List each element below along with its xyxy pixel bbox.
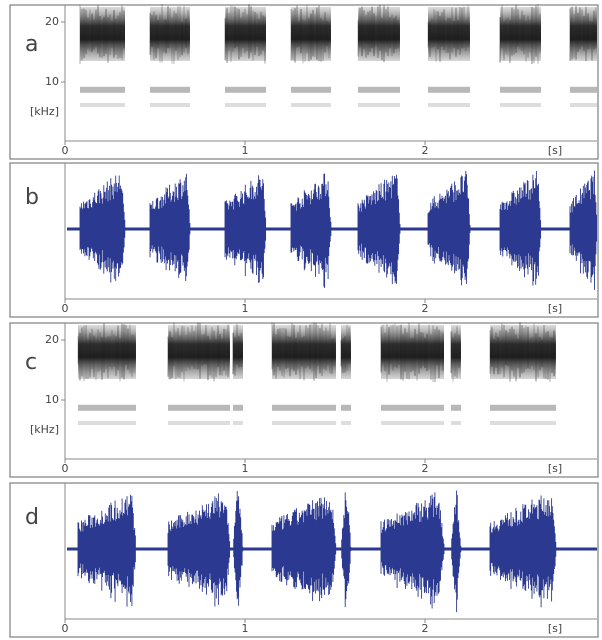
- panel-frame: [9, 482, 599, 638]
- spectrogram-band: [490, 325, 556, 379]
- spectrogram-band: [225, 7, 266, 61]
- panel-label: b: [25, 185, 39, 210]
- panel: b 0 1 2 [s]: [9, 162, 599, 318]
- x-tick-label: 2: [422, 462, 429, 475]
- waveform: [79, 170, 598, 290]
- y-tick-label: 10: [45, 75, 59, 88]
- spectrogram-band: [358, 103, 400, 107]
- spectrogram-band: [341, 421, 351, 425]
- spectrogram-band: [358, 86, 400, 93]
- x-tick-label: 1: [242, 622, 249, 635]
- spectrogram-band: [381, 421, 444, 425]
- spectrogram-band: [272, 325, 336, 379]
- spectrogram-band: [451, 325, 461, 379]
- x-tick-label: 0: [62, 302, 69, 315]
- x-tick-label: 2: [422, 144, 429, 157]
- spectrogram-band: [78, 421, 136, 425]
- spectrogram-band: [451, 404, 461, 411]
- panel-frame: [9, 162, 599, 318]
- panel-frame: [9, 322, 599, 478]
- x-tick-label: 0: [62, 622, 69, 635]
- x-unit: [s]: [548, 302, 562, 315]
- spectrogram-band: [570, 103, 597, 107]
- spectrogram-band: [168, 404, 230, 411]
- spectrogram-band: [272, 421, 336, 425]
- y-tick-label: 10: [45, 393, 59, 406]
- spectrogram-band: [570, 86, 597, 93]
- spectrogram-band: [490, 404, 556, 411]
- spectrogram-band: [428, 103, 470, 107]
- spectrogram-band: [225, 86, 266, 93]
- panel-label: c: [25, 350, 37, 375]
- spectrogram-band: [150, 86, 190, 93]
- y-tick-label: 20: [45, 333, 59, 346]
- x-tick-label: 1: [242, 462, 249, 475]
- y-tick-label: 20: [45, 15, 59, 28]
- panel-frame: [9, 4, 599, 160]
- spectrogram-band: [291, 86, 331, 93]
- panel: c 0 1 2 [s] 20 10 [kHz]: [9, 322, 599, 478]
- x-tick-label: 0: [62, 462, 69, 475]
- spectrogram-band: [233, 404, 243, 411]
- panel-label: d: [25, 505, 39, 530]
- y-unit: [kHz]: [30, 423, 59, 436]
- spectrogram-band: [233, 421, 243, 425]
- x-unit: [s]: [548, 144, 562, 157]
- spectrogram-band: [500, 103, 541, 107]
- spectrogram-band: [150, 103, 190, 107]
- spectrogram-band: [168, 325, 230, 379]
- spectrogram-band: [225, 103, 266, 107]
- x-tick-label: 1: [242, 144, 249, 157]
- spectrogram-band: [381, 404, 444, 411]
- x-tick-label: 0: [62, 144, 69, 157]
- spectrogram-band: [358, 7, 400, 61]
- spectrogram-band: [451, 421, 461, 425]
- spectrogram-band: [78, 325, 136, 379]
- spectrogram-band: [168, 421, 230, 425]
- spectrogram-band: [500, 86, 541, 93]
- spectrogram-band: [490, 421, 556, 425]
- x-unit: [s]: [548, 462, 562, 475]
- spectrogram-band: [428, 7, 470, 61]
- spectrogram-band: [291, 103, 331, 107]
- panel: d 0 1 2 [s]: [9, 482, 599, 638]
- spectrogram-band: [80, 103, 125, 107]
- spectrogram-band: [80, 86, 125, 93]
- spectrogram-band: [78, 404, 136, 411]
- spectrogram-band: [272, 404, 336, 411]
- panel: a 0 1 2 [s] 20 10 [kHz]: [9, 4, 599, 160]
- spectrogram-band: [381, 325, 444, 379]
- spectrogram-band: [341, 404, 351, 411]
- spectrogram-band: [428, 86, 470, 93]
- spectrogram-band: [80, 7, 125, 61]
- waveform: [77, 490, 557, 613]
- spectrogram-band: [341, 325, 351, 379]
- x-tick-label: 2: [422, 622, 429, 635]
- x-tick-label: 2: [422, 302, 429, 315]
- spectrogram-band: [233, 325, 243, 379]
- y-unit: [kHz]: [30, 105, 59, 118]
- spectrogram-band: [150, 7, 190, 61]
- panel-label: a: [25, 32, 38, 57]
- x-tick-label: 1: [242, 302, 249, 315]
- x-unit: [s]: [548, 622, 562, 635]
- spectrogram-band: [500, 7, 541, 61]
